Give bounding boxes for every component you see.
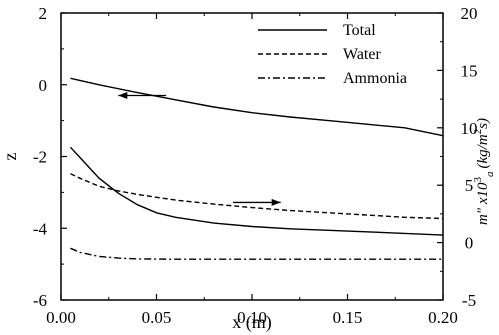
arrow-left-head xyxy=(118,92,128,100)
x-tick-label: 0.10 xyxy=(237,308,267,327)
y-right-axis-title: m" x103a (kg/m2s) xyxy=(472,118,496,225)
series-line-water-right xyxy=(70,173,444,220)
y-right-axis-ticks: 20 15 10 5 0 -5 xyxy=(437,4,478,310)
y-left-tick-label: 0 xyxy=(39,76,48,95)
y-right-tick-label: 20 xyxy=(461,4,478,23)
arrow-right-head xyxy=(271,198,281,206)
y-right-title-base: m" x10 xyxy=(475,182,491,225)
y-right-tick-label: 15 xyxy=(461,61,478,80)
legend-label-water: Water xyxy=(343,46,381,63)
y-right-tick-label: 5 xyxy=(465,176,474,195)
arrow-layer xyxy=(118,92,281,206)
x-tick-label: 0.00 xyxy=(46,308,76,327)
series-line-total-right xyxy=(69,146,444,236)
y-right-title-unit-sup: 2 xyxy=(472,129,484,135)
y-left-axis-title: z xyxy=(0,153,20,161)
legend: Total Water Ammonia xyxy=(258,22,407,87)
series-line-total-left xyxy=(70,77,444,137)
y-right-title-unit-end: s) xyxy=(475,118,491,129)
y-right-title-sup: 3 xyxy=(472,176,484,182)
x-tick-label: 0.15 xyxy=(333,308,363,327)
plot-frame xyxy=(60,12,444,301)
x-axis-title: x (m) xyxy=(232,312,272,333)
legend-label-total: Total xyxy=(343,22,376,39)
x-axis-ticks: 0.00 0.05 0.10 0.15 0.20 xyxy=(46,13,458,327)
y-right-tick-label: 10 xyxy=(461,119,478,138)
x-tick-label: 0.20 xyxy=(428,308,458,327)
y-right-title-sub: a xyxy=(484,171,496,177)
y-left-tick-label: -2 xyxy=(33,148,47,167)
y-left-tick-label: 2 xyxy=(39,4,48,23)
y-left-tick-label: -6 xyxy=(33,291,47,310)
x-tick-label: 0.05 xyxy=(142,308,172,327)
y-left-axis-ticks: 2 0 -2 -4 -6 xyxy=(33,4,67,310)
y-right-tick-label: 0 xyxy=(465,234,474,253)
y-left-tick-label: -4 xyxy=(33,219,48,238)
y-right-tick-label: -5 xyxy=(462,291,476,310)
y-right-title-unit: (kg/m xyxy=(475,134,491,168)
series-line-ammonia-right xyxy=(70,247,443,260)
series-layer xyxy=(69,77,444,260)
legend-label-ammonia: Ammonia xyxy=(343,70,407,87)
